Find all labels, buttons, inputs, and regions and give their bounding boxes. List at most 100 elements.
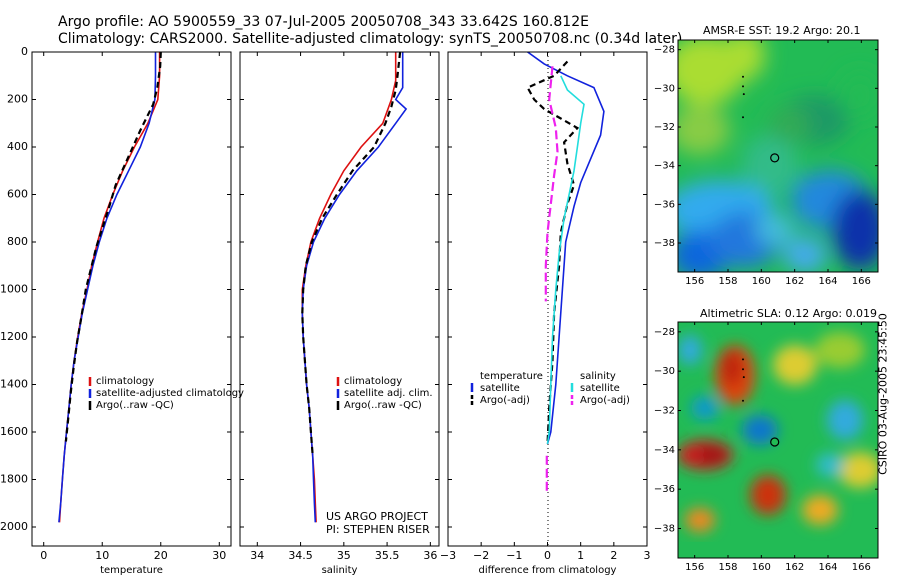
salinity-axes-frame [239, 51, 440, 547]
legend-label-argo: Argo(..raw -QC) [344, 400, 422, 411]
track-dot [742, 358, 744, 361]
track-dot [742, 75, 744, 78]
map-x-tick-label: 166 [852, 276, 871, 287]
temperature-panel: 0 10 20 30 temperature 0 200 400 600 800 1000 1200 1… [0, 45, 244, 576]
x-tick-label: 34.5 [288, 549, 313, 562]
map-x-tick-label: 156 [685, 562, 704, 573]
x-tick-label: 20 [154, 549, 168, 562]
x-tick-label: 35 [337, 549, 351, 562]
legend-label-satellite: satellite adj. clim. [344, 388, 433, 399]
sla-map-title: Altimetric SLA: 0.12 Argo: 0.019 [700, 307, 878, 320]
x-tick-label: 10 [95, 549, 109, 562]
series-line-salinity-argo-adj [544, 66, 559, 302]
map-x-tick-label: 162 [785, 562, 804, 573]
x-axis-label: salinity [322, 565, 358, 576]
y-tick-label: 600 [7, 188, 28, 201]
y-tick-label: 1800 [0, 473, 28, 486]
x-tick-label: 1 [577, 549, 584, 562]
map-y-tick-label: −34 [654, 445, 675, 456]
argo-position-marker [770, 437, 780, 447]
sla-map-axes: 156 158 160 162 164 166 −28 −30 −32 −34 −36 −38 [654, 322, 878, 573]
series-line-satellite-adjusted-climatology [58, 52, 157, 523]
series-line-temperature-satellite [527, 52, 605, 445]
sst-blobs [678, 40, 878, 272]
x-tick-label: −1 [506, 549, 522, 562]
legend-label-argo: Argo(..raw -QC) [96, 400, 174, 411]
sla-map-frame [677, 321, 879, 559]
temperature-lines [58, 52, 162, 523]
x-tick-label: 0 [544, 549, 551, 562]
map-y-tick-label: −36 [654, 199, 675, 210]
difference-legend: temperature satellite Argo(-adj) salinit… [470, 371, 630, 406]
map-x-tick-label: 166 [852, 562, 871, 573]
plot-title-line-1: Argo profile: AO 5900559_33 07-Jul-2005 … [58, 14, 589, 30]
sla-map: 156 158 160 162 164 166 −28 −30 −32 −34 −36 −38 [654, 321, 879, 573]
difference-lines [526, 52, 605, 546]
y-tick-label: 1000 [0, 283, 28, 296]
x-tick-label: 3 [644, 549, 651, 562]
map-y-tick-label: −28 [654, 327, 675, 338]
track-dot [742, 399, 744, 402]
y-tick-label: 1600 [0, 425, 28, 438]
map-y-tick-label: −32 [654, 406, 675, 417]
project-credit: US ARGO PROJECT [326, 510, 428, 523]
series-line-climatology [301, 52, 397, 523]
x-axis-label: difference from climatology [479, 565, 617, 576]
sla-map-field [678, 322, 878, 558]
argo-position-marker [770, 153, 780, 163]
temperature-axes: 0 10 20 30 temperature 0 200 400 600 800 1000 1200 1… [0, 45, 231, 576]
map-x-tick-label: 162 [785, 276, 804, 287]
series-line-salinity-satellite [546, 75, 585, 445]
map-x-tick-label: 164 [818, 276, 837, 287]
difference-axes-frame [447, 51, 648, 547]
y-tick-label: 1200 [0, 330, 28, 343]
sst-map-frame [677, 39, 879, 273]
salinity-panel: 34 34.5 35 35.5 36 salinity climatology satel… [239, 51, 440, 576]
map-y-tick-label: −36 [654, 484, 675, 495]
map-x-tick-label: 160 [752, 276, 771, 287]
y-tick-label: 0 [21, 45, 28, 58]
series-line-temperature-argo-adj [526, 60, 580, 444]
map-y-tick-label: −30 [654, 83, 675, 94]
sst-map-title: AMSR-E SST: 19.2 Argo: 20.1 [703, 24, 861, 37]
map-x-tick-label: 160 [752, 562, 771, 573]
x-axis-label: temperature [100, 565, 163, 576]
legend-label-climatology: climatology [96, 376, 154, 387]
track-dot [742, 85, 744, 88]
y-tick-label: 400 [7, 140, 28, 153]
series-line-argo-raw-qc [64, 52, 162, 442]
pi-credit: PI: STEPHEN RISER [326, 523, 430, 536]
temperature-axes-frame [31, 51, 232, 547]
x-tick-label: 0 [40, 549, 47, 562]
x-tick-label: 30 [212, 549, 226, 562]
x-tick-label: 35.5 [375, 549, 400, 562]
x-tick-label: −3 [440, 549, 456, 562]
salinity-axes: 34 34.5 35 35.5 36 salinity [240, 51, 439, 576]
timestamp-label: CSIRO 03-Aug-2005 23:45:50 [876, 313, 890, 475]
salinity-lines [301, 52, 408, 523]
map-x-tick-label: 164 [818, 562, 837, 573]
map-y-tick-label: −38 [654, 238, 675, 249]
legend-label-sal-argo: Argo(-adj) [580, 395, 630, 406]
sst-map: 156 158 160 162 164 166 −28 −30 −32 −34 −36 −38 [654, 39, 879, 287]
legend-title-temperature: temperature [480, 371, 543, 382]
series-line-argo-raw-qc [301, 52, 402, 456]
series-line-satellite-adj-clim [301, 52, 408, 523]
x-tick-label: −2 [473, 549, 489, 562]
map-x-tick-label: 158 [718, 562, 737, 573]
y-tick-label: 2000 [0, 520, 28, 533]
legend-label-temp-argo: Argo(-adj) [480, 395, 530, 406]
plot-title-line-2: Climatology: CARS2000. Satellite-adjuste… [58, 31, 683, 47]
x-tick-label: 36 [423, 549, 437, 562]
legend-title-salinity: salinity [580, 371, 616, 382]
legend-label-satellite-adjusted: satellite-adjusted climatology [96, 388, 244, 399]
track-dot [742, 368, 744, 371]
sst-map-axes: 156 158 160 162 164 166 −28 −30 −32 −34 −36 −38 [654, 40, 878, 287]
sst-map-field [678, 40, 878, 272]
track-dot [742, 376, 745, 379]
map-y-tick-label: −34 [654, 161, 675, 172]
track-dot [742, 116, 744, 119]
map-y-tick-label: −28 [654, 45, 675, 56]
x-tick-label: 2 [610, 549, 617, 562]
y-tick-label: 1400 [0, 378, 28, 391]
